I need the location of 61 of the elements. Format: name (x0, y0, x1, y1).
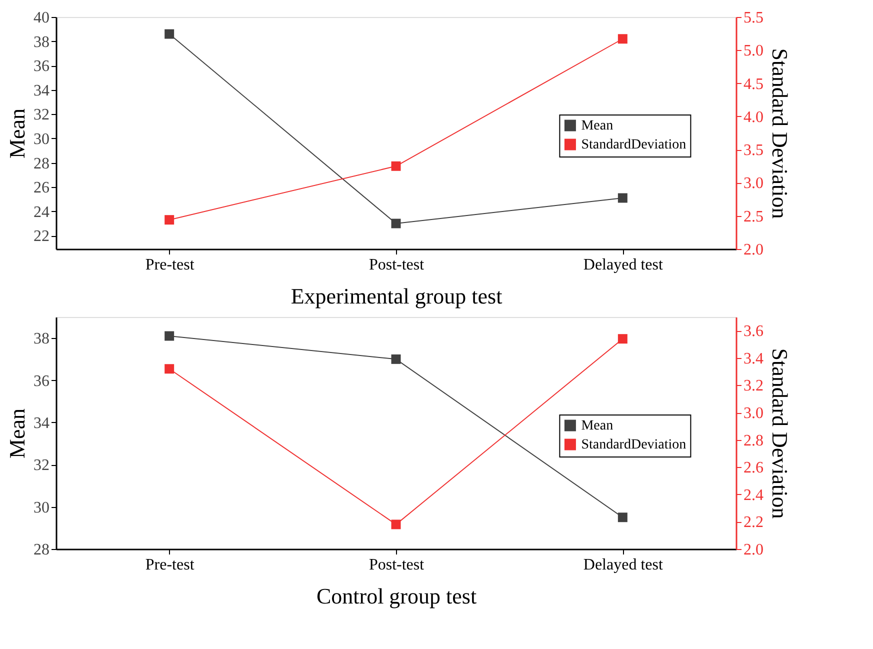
y-tick-label: 28 (34, 542, 50, 558)
x-tick-label: Delayed test (583, 256, 664, 274)
y-axis-title: Mean (4, 408, 30, 459)
y-tick-label: 36 (34, 372, 50, 390)
y2-tick-label: 2.0 (744, 242, 764, 258)
legend-label: StandardDeviation (581, 137, 686, 152)
y-tick-label: 32 (34, 106, 50, 124)
legend-label: StandardDeviation (581, 437, 686, 452)
point (618, 34, 628, 44)
y-tick-label: 32 (34, 457, 50, 474)
y-tick-label: 40 (34, 10, 50, 26)
y2-tick-label: 5.5 (744, 10, 764, 26)
y2-axis-title: Standard Deviation (768, 348, 792, 519)
y2-tick-label: 3.5 (744, 142, 764, 160)
x-tick-label: Post-test (368, 256, 425, 274)
legend-label: Mean (581, 418, 614, 434)
y2-tick-label: 2.5 (744, 208, 764, 226)
point (391, 218, 401, 228)
point (618, 193, 628, 203)
y2-tick-label: 2.6 (744, 460, 764, 477)
y-tick-label: 38 (34, 34, 50, 51)
y-tick-label: 24 (34, 204, 50, 221)
y2-tick-label: 4.5 (744, 76, 764, 93)
x-tick-label: Pre-test (145, 256, 195, 274)
y2-tick-label: 2.0 (744, 542, 764, 558)
y2-axis-title: Standard Deviation (768, 48, 792, 219)
point (618, 512, 628, 522)
y-tick-label: 22 (34, 228, 50, 246)
y2-tick-label: 3.2 (744, 378, 764, 395)
x-axis-title: Control group test (316, 584, 477, 608)
y2-tick-label: 4.0 (744, 108, 764, 126)
y2-tick-label: 2.8 (744, 432, 764, 450)
point (164, 215, 174, 225)
x-axis-title: Experimental group test (290, 284, 502, 308)
point (391, 354, 401, 364)
y2-tick-label: 3.0 (744, 405, 764, 422)
y-tick-label: 30 (34, 499, 50, 516)
point (391, 161, 401, 171)
point (164, 331, 174, 341)
y-tick-label: 28 (34, 155, 50, 172)
y2-tick-label: 3.4 (744, 350, 764, 368)
y-tick-label: 30 (34, 130, 50, 148)
y2-tick-label: 2.4 (744, 486, 764, 504)
point (618, 334, 628, 344)
x-tick-label: Delayed test (583, 556, 664, 574)
point (164, 364, 174, 374)
y-axis-title: Mean (4, 108, 30, 159)
y2-tick-label: 3.0 (744, 175, 764, 192)
y2-tick-label: 2.2 (744, 514, 764, 532)
x-tick-label: Post-test (368, 556, 425, 574)
y-tick-label: 36 (34, 58, 50, 76)
y-tick-label: 26 (34, 180, 50, 197)
x-tick-label: Pre-test (145, 556, 195, 574)
y2-tick-label: 3.6 (744, 323, 764, 340)
point (164, 29, 174, 39)
point (391, 520, 401, 530)
legend-label: Mean (581, 118, 614, 134)
y2-tick-label: 5.0 (744, 42, 764, 60)
y-tick-label: 34 (34, 414, 50, 432)
y-tick-label: 38 (34, 330, 50, 348)
y-tick-label: 34 (34, 82, 50, 100)
